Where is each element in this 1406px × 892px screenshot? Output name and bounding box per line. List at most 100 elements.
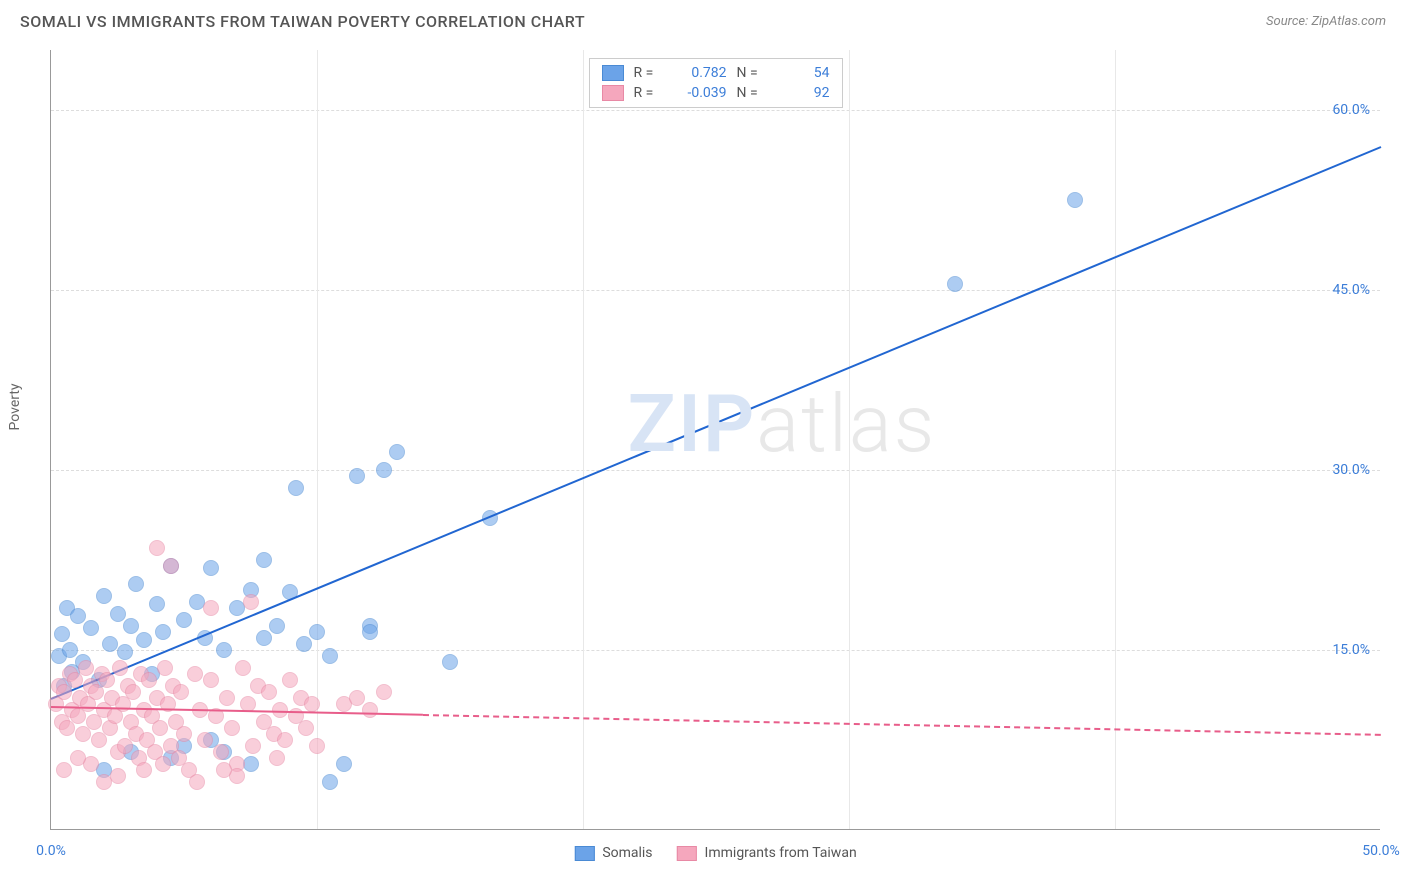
x-tick-label: 0.0% bbox=[36, 843, 66, 859]
chart-title: SOMALI VS IMMIGRANTS FROM TAIWAN POVERTY… bbox=[20, 12, 585, 31]
scatter-point bbox=[203, 672, 219, 688]
scatter-point bbox=[442, 654, 458, 670]
scatter-point bbox=[349, 468, 365, 484]
stat-legend-row: R = -0.039 N = 92 bbox=[602, 83, 830, 103]
scatter-point bbox=[216, 642, 232, 658]
scatter-point bbox=[243, 594, 259, 610]
grid-line-v bbox=[849, 50, 850, 829]
trend-line bbox=[423, 714, 1381, 736]
scatter-point bbox=[83, 620, 99, 636]
series-legend: Somalis Immigrants from Taiwan bbox=[574, 845, 856, 861]
scatter-point bbox=[123, 618, 139, 634]
scatter-point bbox=[349, 690, 365, 706]
grid-line-v bbox=[1115, 50, 1116, 829]
stat-r-label: R = bbox=[634, 65, 662, 81]
scatter-point bbox=[149, 540, 165, 556]
scatter-point bbox=[173, 684, 189, 700]
scatter-point bbox=[322, 648, 338, 664]
scatter-point bbox=[389, 444, 405, 460]
scatter-point bbox=[136, 632, 152, 648]
scatter-point bbox=[157, 660, 173, 676]
scatter-point bbox=[96, 774, 112, 790]
stat-n-label: N = bbox=[737, 65, 765, 81]
stat-n-label: N = bbox=[737, 85, 765, 101]
scatter-point bbox=[197, 732, 213, 748]
stat-swatch bbox=[602, 85, 624, 101]
watermark: ZIPatlas bbox=[628, 377, 937, 471]
scatter-point bbox=[152, 720, 168, 736]
scatter-point bbox=[163, 558, 179, 574]
scatter-point bbox=[376, 462, 392, 478]
scatter-point bbox=[309, 624, 325, 640]
stat-n-value: 92 bbox=[775, 85, 830, 101]
grid-line-v bbox=[583, 50, 584, 829]
stat-n-value: 54 bbox=[775, 65, 830, 81]
title-row: SOMALI VS IMMIGRANTS FROM TAIWAN POVERTY… bbox=[0, 0, 1406, 39]
y-tick-label: 45.0% bbox=[1332, 282, 1370, 298]
scatter-point bbox=[110, 606, 126, 622]
scatter-point bbox=[288, 480, 304, 496]
scatter-point bbox=[155, 756, 171, 772]
series-swatch bbox=[574, 846, 594, 861]
scatter-point bbox=[213, 744, 229, 760]
trend-line bbox=[51, 146, 1382, 700]
scatter-point bbox=[362, 702, 378, 718]
scatter-point bbox=[187, 666, 203, 682]
scatter-point bbox=[1067, 192, 1083, 208]
scatter-point bbox=[70, 608, 86, 624]
scatter-point bbox=[336, 756, 352, 772]
scatter-point bbox=[219, 690, 235, 706]
scatter-point bbox=[102, 636, 118, 652]
stat-r-label: R = bbox=[634, 85, 662, 101]
scatter-point bbox=[224, 720, 240, 736]
stat-legend-row: R = 0.782 N = 54 bbox=[602, 63, 830, 83]
scatter-point bbox=[155, 624, 171, 640]
scatter-point bbox=[322, 774, 338, 790]
series-name: Somalis bbox=[602, 845, 652, 861]
source-name: ZipAtlas.com bbox=[1311, 14, 1386, 29]
scatter-point bbox=[56, 762, 72, 778]
stat-swatch bbox=[602, 65, 624, 81]
scatter-point bbox=[96, 588, 112, 604]
scatter-point bbox=[78, 660, 94, 676]
stat-r-value: 0.782 bbox=[672, 65, 727, 81]
scatter-point bbox=[70, 750, 86, 766]
watermark-atlas: atlas bbox=[756, 377, 936, 471]
scatter-point bbox=[309, 738, 325, 754]
scatter-point bbox=[149, 596, 165, 612]
series-legend-item: Somalis bbox=[574, 845, 652, 861]
scatter-point bbox=[256, 552, 272, 568]
y-tick-label: 30.0% bbox=[1332, 462, 1370, 478]
scatter-point bbox=[269, 750, 285, 766]
source-label: Source: bbox=[1266, 14, 1308, 29]
scatter-point bbox=[256, 630, 272, 646]
scatter-point bbox=[112, 660, 128, 676]
scatter-point bbox=[141, 672, 157, 688]
scatter-point bbox=[245, 738, 261, 754]
scatter-point bbox=[176, 612, 192, 628]
y-tick-label: 15.0% bbox=[1332, 642, 1370, 658]
scatter-point bbox=[376, 684, 392, 700]
scatter-point bbox=[298, 720, 314, 736]
scatter-point bbox=[62, 642, 78, 658]
scatter-point bbox=[296, 636, 312, 652]
series-swatch bbox=[677, 846, 697, 861]
scatter-point bbox=[176, 726, 192, 742]
series-name: Immigrants from Taiwan bbox=[705, 845, 857, 861]
scatter-point bbox=[216, 762, 232, 778]
y-axis-label: Poverty bbox=[7, 383, 23, 430]
scatter-point bbox=[282, 672, 298, 688]
stat-r-value: -0.039 bbox=[672, 85, 727, 101]
source-attribution: Source: ZipAtlas.com bbox=[1266, 14, 1386, 29]
scatter-point bbox=[235, 660, 251, 676]
scatter-point bbox=[136, 762, 152, 778]
scatter-point bbox=[947, 276, 963, 292]
watermark-zip: ZIP bbox=[628, 377, 757, 471]
scatter-point bbox=[362, 624, 378, 640]
grid-line-h bbox=[51, 110, 1380, 111]
scatter-point bbox=[277, 732, 293, 748]
scatter-point bbox=[125, 684, 141, 700]
scatter-point bbox=[54, 626, 70, 642]
scatter-point bbox=[203, 560, 219, 576]
correlation-stat-legend: R = 0.782 N = 54 R = -0.039 N = 92 bbox=[589, 58, 843, 108]
